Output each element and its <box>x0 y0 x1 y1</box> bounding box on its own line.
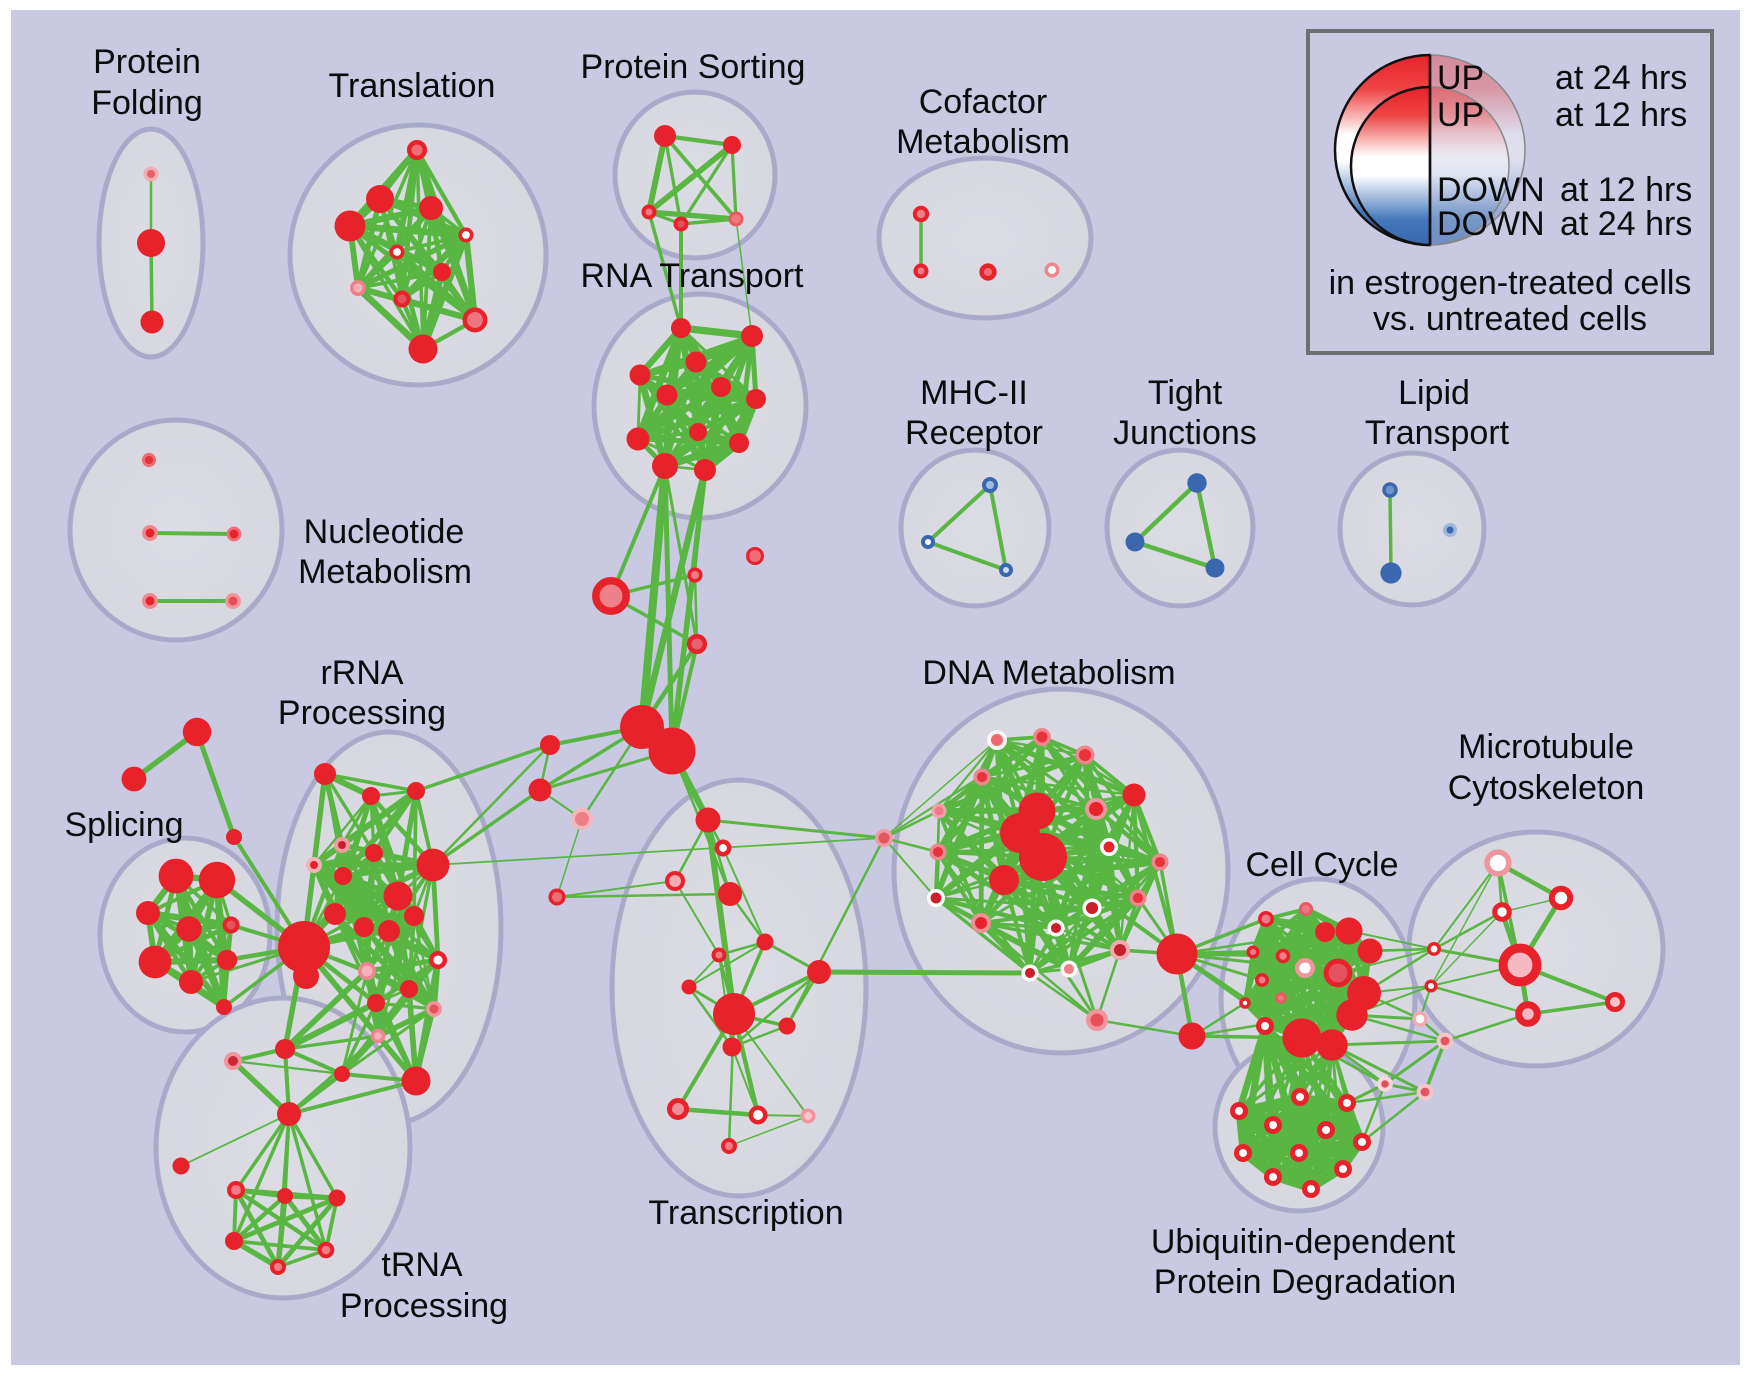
svg-text:Junctions: Junctions <box>1113 414 1257 452</box>
svg-text:Transcription: Transcription <box>648 1194 843 1232</box>
svg-text:Cofactor: Cofactor <box>919 83 1048 121</box>
svg-text:Protein: Protein <box>93 43 201 81</box>
svg-text:at 12 hrs: at 12 hrs <box>1560 171 1692 209</box>
svg-text:DOWN: DOWN <box>1437 171 1545 209</box>
svg-text:DOWN: DOWN <box>1437 205 1545 243</box>
svg-text:Protein Degradation: Protein Degradation <box>1154 1263 1456 1301</box>
svg-text:Translation: Translation <box>329 67 496 105</box>
svg-text:RNA Transport: RNA Transport <box>581 257 805 295</box>
svg-text:tRNA: tRNA <box>381 1246 463 1284</box>
svg-text:Nucleotide: Nucleotide <box>304 513 465 551</box>
svg-text:vs. untreated cells: vs. untreated cells <box>1373 300 1647 338</box>
svg-text:at 12 hrs: at 12 hrs <box>1555 96 1687 134</box>
svg-text:rRNA: rRNA <box>320 654 403 692</box>
svg-text:DNA Metabolism: DNA Metabolism <box>922 654 1175 692</box>
svg-text:Splicing: Splicing <box>64 806 183 844</box>
svg-text:in estrogen-treated cells: in estrogen-treated cells <box>1329 264 1692 302</box>
svg-text:Lipid: Lipid <box>1398 374 1470 412</box>
svg-text:UP: UP <box>1437 96 1484 134</box>
svg-text:Metabolism: Metabolism <box>298 553 472 591</box>
svg-text:Processing: Processing <box>278 694 446 732</box>
svg-text:Cell Cycle: Cell Cycle <box>1245 846 1398 884</box>
svg-text:MHC-II: MHC-II <box>920 374 1028 412</box>
svg-text:Tight: Tight <box>1148 374 1223 412</box>
svg-text:Ubiquitin-dependent: Ubiquitin-dependent <box>1151 1223 1456 1261</box>
svg-text:Processing: Processing <box>340 1287 508 1325</box>
svg-text:UP: UP <box>1437 59 1484 97</box>
svg-text:Protein Sorting: Protein Sorting <box>581 48 806 86</box>
svg-text:Transport: Transport <box>1365 414 1510 452</box>
svg-text:Metabolism: Metabolism <box>896 123 1070 161</box>
svg-text:at 24 hrs: at 24 hrs <box>1560 205 1692 243</box>
svg-text:Microtubule: Microtubule <box>1458 728 1634 766</box>
svg-text:at 24 hrs: at 24 hrs <box>1555 59 1687 97</box>
svg-text:Cytoskeleton: Cytoskeleton <box>1448 769 1645 807</box>
svg-text:Folding: Folding <box>91 84 203 122</box>
svg-text:Receptor: Receptor <box>905 414 1043 452</box>
